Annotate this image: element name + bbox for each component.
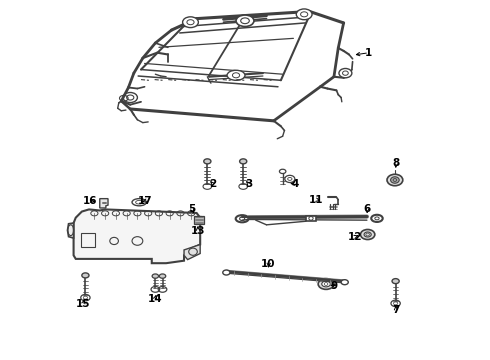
Bar: [194, 216, 204, 224]
Ellipse shape: [236, 215, 248, 222]
Ellipse shape: [322, 281, 330, 287]
Text: 17: 17: [138, 196, 152, 206]
Text: 8: 8: [392, 158, 399, 168]
Ellipse shape: [339, 68, 352, 78]
Ellipse shape: [204, 159, 211, 164]
Text: 13: 13: [191, 226, 205, 236]
Text: 3: 3: [245, 179, 252, 189]
Text: 6: 6: [363, 204, 370, 215]
Ellipse shape: [318, 279, 334, 289]
Text: 14: 14: [147, 294, 162, 304]
Text: 2: 2: [209, 179, 217, 189]
Ellipse shape: [296, 9, 312, 20]
Ellipse shape: [341, 280, 348, 285]
Polygon shape: [74, 210, 200, 263]
Text: 7: 7: [392, 305, 399, 315]
Text: 9: 9: [330, 281, 338, 291]
Bar: [81, 233, 95, 247]
Text: 16: 16: [83, 196, 98, 206]
Text: 4: 4: [292, 179, 299, 189]
Ellipse shape: [236, 15, 254, 27]
Text: 10: 10: [261, 259, 275, 269]
Ellipse shape: [392, 279, 399, 284]
Ellipse shape: [361, 229, 375, 239]
Ellipse shape: [183, 17, 198, 28]
Ellipse shape: [371, 215, 383, 222]
Text: 11: 11: [309, 195, 323, 205]
Text: 12: 12: [347, 232, 362, 242]
Ellipse shape: [132, 199, 147, 206]
Bar: [191, 216, 201, 224]
Text: 5: 5: [188, 204, 196, 215]
Ellipse shape: [227, 70, 245, 80]
Ellipse shape: [391, 177, 399, 183]
Bar: [306, 216, 316, 221]
Polygon shape: [100, 199, 108, 208]
Ellipse shape: [387, 174, 403, 186]
Ellipse shape: [240, 159, 247, 164]
Ellipse shape: [159, 274, 166, 278]
Polygon shape: [68, 223, 74, 238]
Text: 15: 15: [75, 299, 90, 309]
Ellipse shape: [152, 274, 159, 278]
Text: 1: 1: [365, 48, 372, 58]
Ellipse shape: [82, 273, 89, 278]
Polygon shape: [184, 244, 200, 260]
Ellipse shape: [223, 270, 230, 275]
